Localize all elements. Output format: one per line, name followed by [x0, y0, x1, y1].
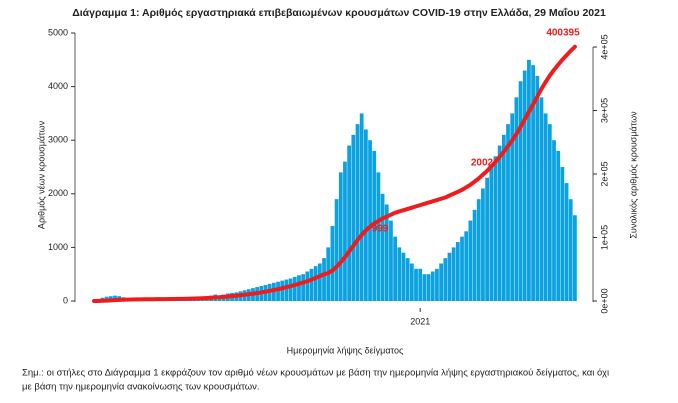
bar — [435, 268, 439, 301]
bar — [460, 236, 464, 301]
bar — [405, 258, 410, 301]
bar — [518, 81, 523, 302]
bar — [506, 124, 510, 302]
bar — [426, 274, 431, 301]
bar — [284, 279, 289, 301]
bar — [292, 276, 297, 301]
bar — [343, 161, 347, 301]
cumulative-line — [92, 44, 577, 303]
bar — [422, 274, 427, 301]
bar — [514, 97, 519, 301]
y-tick-label: 1000 — [48, 242, 68, 252]
note-line: Σημ.: οι στήλες στο Διάγραμμα 1 εκφράζου… — [22, 368, 609, 379]
bar — [485, 177, 489, 301]
x-tick-label: 2021 — [410, 316, 430, 326]
y2-tick-label: 3e+05 — [599, 98, 609, 123]
bar — [409, 263, 414, 301]
bar — [510, 113, 515, 302]
bar — [309, 268, 314, 301]
chart-title: Διάγραμμα 1: Αριθμός εργαστηριακά επιβεβ… — [72, 7, 606, 19]
bar — [351, 134, 356, 301]
bar — [393, 236, 398, 301]
y-tick-label: 4000 — [48, 81, 68, 91]
bar — [443, 258, 448, 301]
bar — [430, 271, 435, 301]
bar — [401, 252, 406, 301]
bar — [531, 65, 535, 301]
bar — [439, 263, 443, 301]
bar — [539, 97, 544, 301]
bar — [535, 75, 540, 301]
bar — [368, 140, 372, 301]
bar — [414, 268, 418, 301]
bar — [334, 199, 339, 301]
bar — [338, 172, 343, 301]
bar — [380, 193, 385, 301]
annotation: 999 — [372, 224, 389, 235]
bar — [359, 113, 364, 302]
bar — [363, 129, 368, 301]
bar — [305, 271, 310, 301]
y2-tick-label: 2e+05 — [599, 161, 609, 186]
bar — [313, 266, 318, 301]
y2-axis-title: Συνολικός αριθμός κρουσμάτων — [628, 111, 638, 239]
bar — [397, 247, 402, 301]
y-tick-label: 2000 — [48, 188, 68, 198]
bar — [472, 209, 477, 301]
bar — [547, 124, 552, 302]
bar — [573, 215, 577, 301]
bar — [280, 280, 285, 301]
bar — [501, 134, 506, 301]
bar — [556, 150, 561, 301]
annotation: 400395 — [546, 28, 580, 39]
note-line: με βάση την ημερομηνία ανακοίνωσης των κ… — [22, 382, 260, 393]
bar — [276, 281, 280, 301]
bar — [527, 59, 531, 301]
bar — [476, 199, 481, 301]
y-tick-label: 0 — [63, 295, 68, 305]
bar — [552, 140, 556, 301]
bar — [322, 258, 326, 301]
bar — [560, 167, 565, 301]
y-tick-label: 3000 — [48, 135, 68, 145]
y2-tick-label: 4e+05 — [599, 34, 609, 59]
bar — [464, 231, 469, 301]
bar — [418, 268, 423, 301]
bar — [389, 220, 393, 301]
x-axis-title: Ημερομηνία λήψης δείγματος — [287, 345, 404, 355]
bar — [497, 145, 502, 301]
y-axis-title: Αριθμός νέων κρουσμάτων — [36, 120, 46, 229]
bar — [489, 167, 494, 301]
bar — [384, 204, 389, 301]
bar — [522, 70, 527, 302]
bar — [543, 113, 548, 302]
bar — [330, 225, 335, 301]
bar — [481, 188, 485, 301]
bar — [301, 274, 306, 301]
bar — [447, 252, 452, 301]
y-tick-label: 5000 — [48, 27, 68, 37]
bar — [455, 242, 460, 301]
annotation: 2002 — [471, 158, 494, 169]
bar — [297, 275, 301, 301]
bar — [568, 199, 573, 301]
bar — [355, 124, 360, 302]
bar — [347, 145, 352, 301]
bar — [288, 278, 293, 301]
y2-tick-label: 1e+05 — [599, 225, 609, 250]
bar — [451, 247, 456, 301]
bar — [468, 220, 473, 301]
bar — [564, 183, 569, 301]
bar — [376, 172, 381, 301]
y2-tick-label: 0e+00 — [599, 288, 609, 313]
bar — [317, 263, 322, 301]
bar — [493, 156, 498, 301]
